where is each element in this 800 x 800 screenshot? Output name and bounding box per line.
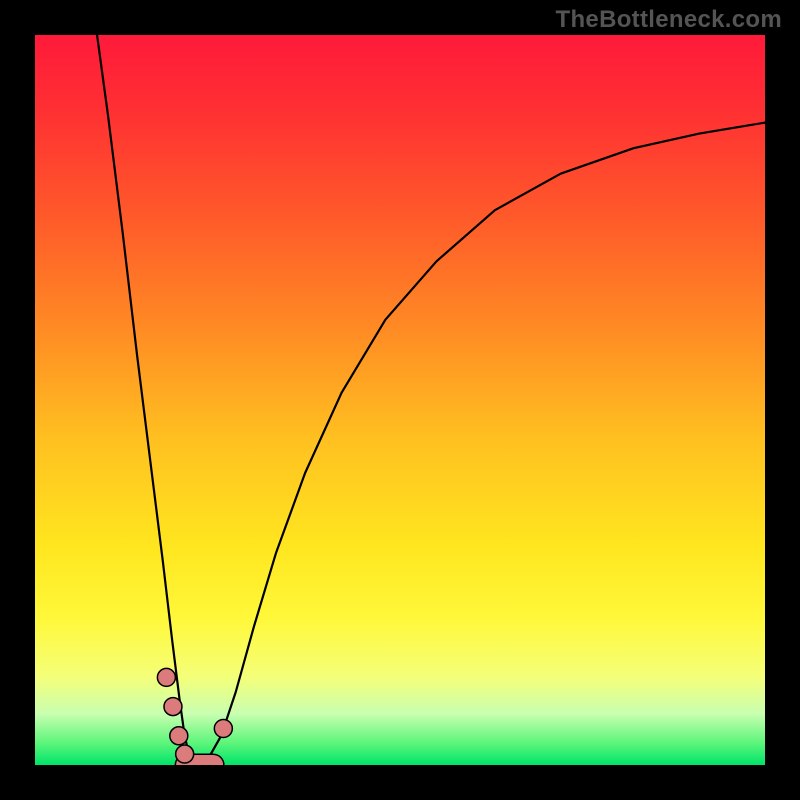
plot-area (35, 35, 765, 765)
marker-dot-left-1 (164, 698, 182, 716)
plot-svg (35, 35, 765, 765)
marker-dot-right (214, 720, 232, 738)
marker-dot-left-0 (157, 668, 175, 686)
marker-dot-left-3 (176, 745, 194, 763)
watermark-label: TheBottleneck.com (556, 6, 782, 34)
marker-dot-left-2 (170, 727, 188, 745)
chart-container: TheBottleneck.com (0, 0, 800, 800)
gradient-background (35, 35, 765, 765)
